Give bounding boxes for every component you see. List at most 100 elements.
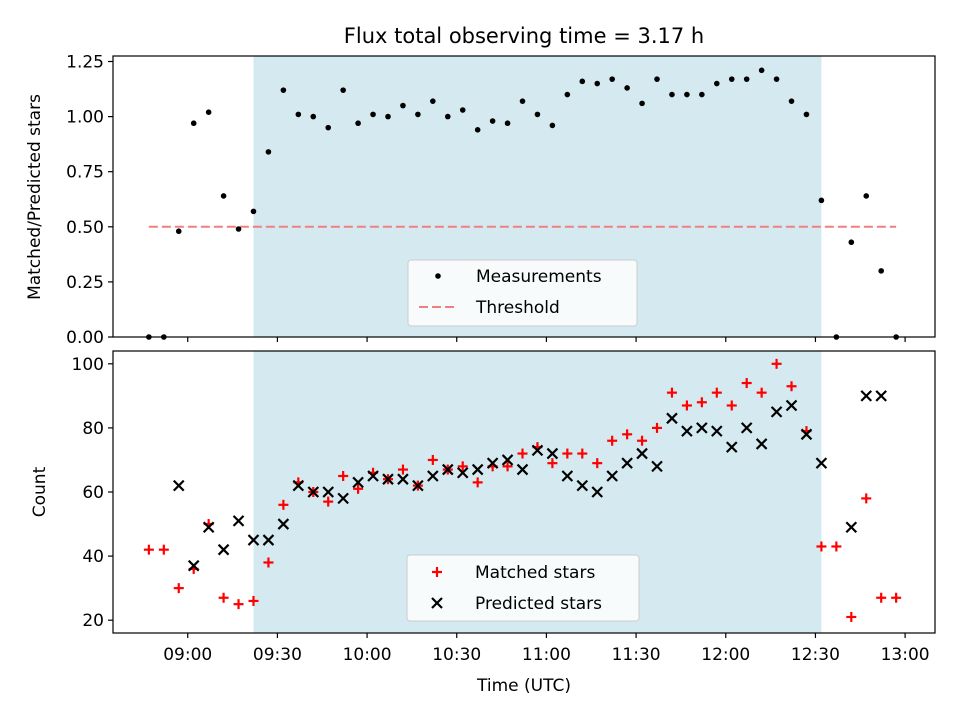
matched-star-point <box>263 557 274 568</box>
measurement-point <box>489 118 496 124</box>
predicted-star-point <box>755 438 768 450</box>
x-tick-label: 10:30 <box>432 645 481 665</box>
matched-star-point <box>397 464 408 475</box>
legend-measurements-marker <box>435 273 441 279</box>
bottom-y-ticks: 20 40 60 80 100 <box>72 355 113 631</box>
matched-star-point <box>756 387 767 398</box>
legend-matched-marker <box>432 567 442 577</box>
measurement-point <box>205 109 212 115</box>
predicted-star-point <box>576 479 589 492</box>
matched-star-point <box>158 544 169 555</box>
matched-star-point <box>831 541 842 552</box>
measurement-point <box>743 76 750 82</box>
predicted-star-point <box>292 479 305 492</box>
top-legend: Measurements Threshold <box>407 259 638 327</box>
y-tick-label: 0.00 <box>66 328 104 348</box>
measurement-point <box>579 78 586 85</box>
measurement-point <box>325 124 332 131</box>
predicted-star-point <box>501 454 514 466</box>
bottom-y-axis-label: Count <box>30 466 50 517</box>
x-tick-label: 11:30 <box>612 645 661 665</box>
predicted-star-point <box>711 425 723 437</box>
y-tick-label: 0.75 <box>66 163 104 183</box>
measurement-point <box>773 76 780 82</box>
measurement-point <box>504 120 511 127</box>
measurement-point <box>549 122 556 129</box>
matched-star-point <box>472 477 483 488</box>
matched-star-point <box>861 493 872 504</box>
measurement-point <box>564 91 571 98</box>
matched-star-point <box>278 499 289 510</box>
matched-star-point <box>562 448 573 459</box>
x-tick-label: 12:30 <box>791 645 840 665</box>
matched-star-point <box>622 429 633 440</box>
measurement-point <box>863 193 870 199</box>
bottom-legend: Matched stars Predicted stars <box>406 554 640 622</box>
matched-star-point <box>891 592 902 603</box>
measurement-point <box>175 228 182 235</box>
matched-star-point <box>457 461 468 472</box>
matched-star-point <box>173 583 184 594</box>
legend-measurements-label: Measurements <box>476 267 602 287</box>
bottom-legend-box <box>406 554 640 622</box>
predicted-star-point <box>725 441 738 453</box>
matched-star-point <box>726 400 737 411</box>
predicted-star-point <box>247 534 260 546</box>
measurement-point <box>355 120 361 127</box>
predicted-star-point <box>367 470 379 482</box>
measurement-point <box>430 98 436 104</box>
measurement-point <box>220 193 227 199</box>
predicted-star-point <box>785 399 798 412</box>
measurement-point <box>265 149 272 155</box>
matched-star-point <box>547 458 558 469</box>
y-tick-label: 1.00 <box>66 108 104 128</box>
predicted-star-point <box>800 428 813 441</box>
matched-star-point <box>846 611 857 622</box>
predicted-star-point <box>486 457 499 469</box>
predicted-star-point <box>471 463 484 476</box>
y-tick-label: 0.50 <box>66 218 104 238</box>
predicted-star-point <box>621 457 633 469</box>
predicted-star-point <box>232 515 245 527</box>
predicted-star-point <box>681 425 693 437</box>
measurement-point <box>684 91 690 98</box>
predicted-star-point <box>531 444 544 457</box>
measurement-point <box>609 76 615 82</box>
measurement-point <box>624 85 630 91</box>
x-tick-label: 09:30 <box>253 645 302 665</box>
matched-star-point <box>427 454 438 465</box>
measurement-point <box>444 113 451 120</box>
top-x-ticks <box>187 337 906 342</box>
top-y-axis-label: Matched/Predicted stars <box>25 94 45 300</box>
measurement-point <box>295 111 302 118</box>
measurement-point <box>534 111 541 118</box>
predicted-star-point <box>412 479 424 492</box>
measurement-point <box>594 80 601 87</box>
measurement-point <box>699 91 705 98</box>
matched-star-point <box>353 483 364 494</box>
bottom-x-ticks: 09:00 09:30 10:00 10:30 11:00 11:30 12:00 12:30… <box>163 633 930 665</box>
y-tick-label: 20 <box>82 611 104 631</box>
legend-predicted-marker <box>431 597 443 609</box>
measurement-point <box>415 111 421 118</box>
predicted-star-point <box>427 470 439 482</box>
y-tick-label: 40 <box>82 547 104 567</box>
legend-threshold-label: Threshold <box>475 298 560 318</box>
top-y-ticks: 0.00 0.25 0.50 0.75 1.00 1.25 <box>66 53 113 348</box>
predicted-star-point <box>860 390 873 402</box>
predicted-star-point <box>456 466 469 479</box>
predicted-star-point <box>516 463 529 476</box>
matched-star-point <box>248 595 259 606</box>
predicted-star-point <box>815 457 828 469</box>
predicted-star-point <box>262 534 275 546</box>
measurement-point <box>385 113 391 120</box>
predicted-star-point <box>187 559 200 572</box>
matched-star-point <box>666 387 677 398</box>
matched-star-point <box>786 381 797 392</box>
predicted-star-point <box>696 422 708 434</box>
predicted-star-point <box>442 463 454 476</box>
predicted-star-point <box>666 412 678 425</box>
measurement-point <box>340 87 346 93</box>
matched-star-point <box>741 378 752 389</box>
predicted-star-point <box>337 492 349 505</box>
